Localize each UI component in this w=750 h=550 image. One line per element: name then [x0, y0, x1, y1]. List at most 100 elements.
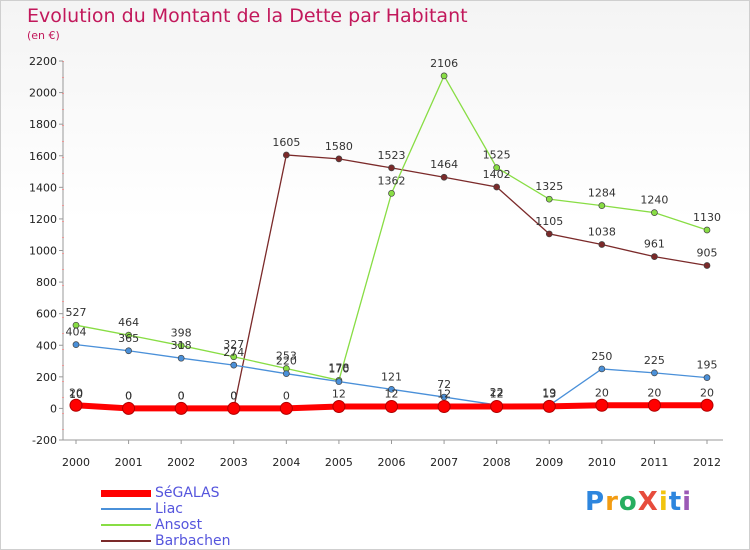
legend-item: Ansost — [101, 517, 301, 533]
data-point — [703, 374, 711, 381]
data-label: 20 — [647, 386, 661, 399]
data-label: 13 — [542, 387, 556, 400]
legend-label: Barbachen — [155, 533, 231, 549]
data-label: 20 — [700, 386, 714, 399]
data-point — [440, 72, 448, 80]
logo-letter: o — [618, 487, 638, 517]
data-point — [595, 398, 609, 412]
data-point — [230, 361, 238, 369]
data-point — [651, 253, 658, 261]
y-tick-label: 1400 — [29, 181, 57, 194]
data-point — [279, 401, 293, 415]
data-label: 1464 — [430, 158, 458, 171]
y-tick-label: 1800 — [29, 118, 57, 131]
x-tick-label: 2008 — [483, 456, 511, 469]
data-label: 12 — [332, 388, 346, 401]
y-tick-label: 1600 — [29, 150, 57, 163]
series-2 — [72, 72, 711, 384]
data-label: 1325 — [535, 180, 563, 193]
data-label: 253 — [276, 349, 297, 362]
data-point — [651, 369, 658, 377]
data-point — [177, 354, 185, 362]
legend-swatch — [101, 540, 151, 542]
data-point — [545, 230, 553, 238]
data-label: 318 — [171, 339, 192, 352]
data-point — [335, 155, 343, 163]
data-labels: 20 0 0 0 0 12 12 12 12 13 20 20 20 404 365 318 274 220 170… — [66, 57, 722, 403]
data-label: 1362 — [378, 174, 406, 187]
logo-letter: i — [658, 487, 669, 517]
data-point — [227, 401, 241, 415]
data-point — [700, 398, 714, 412]
data-label: 0 — [178, 389, 185, 402]
y-tick-label: 2000 — [29, 87, 57, 100]
data-label: 527 — [66, 306, 87, 319]
data-point — [174, 401, 188, 415]
data-point — [282, 151, 290, 159]
data-label: 170 — [328, 363, 349, 376]
x-tick-label: 2011 — [640, 456, 668, 469]
data-point — [440, 173, 448, 181]
y-tick-label: 400 — [36, 339, 57, 352]
data-label: 274 — [223, 346, 244, 359]
proxiti-logo: ProXiti — [585, 487, 692, 517]
data-label: 1130 — [693, 211, 721, 224]
data-point — [437, 400, 451, 414]
data-label: 1402 — [483, 168, 511, 181]
data-label: 327 — [223, 338, 244, 351]
data-point — [177, 342, 185, 349]
data-point — [545, 195, 553, 203]
legend-label: Liac — [155, 501, 183, 517]
data-label: 0 — [230, 389, 237, 402]
data-point — [598, 241, 606, 248]
data-point — [72, 341, 80, 348]
data-label: 1525 — [483, 149, 511, 162]
logo-letter: P — [585, 487, 606, 517]
y-tick-label: 2200 — [29, 55, 57, 68]
x-tick-label: 2010 — [588, 456, 616, 469]
data-point — [598, 365, 606, 373]
logo-letter: t — [668, 487, 683, 517]
data-label: 961 — [644, 238, 665, 251]
data-label: 1523 — [378, 149, 406, 162]
data-label: 0 — [283, 389, 290, 402]
data-label: 19 — [542, 386, 556, 399]
data-point — [122, 401, 136, 415]
legend-item: Barbachen — [101, 533, 301, 549]
chart-subtitle: (en €) — [27, 29, 60, 42]
x-tick-label: 2006 — [378, 456, 406, 469]
data-label: 225 — [644, 354, 665, 367]
series-0 — [69, 398, 714, 415]
x-tick-label: 2005 — [325, 456, 353, 469]
data-point — [703, 262, 711, 269]
logo-letter: i — [682, 487, 693, 517]
legend-swatch — [101, 524, 151, 526]
data-label: 1605 — [272, 136, 300, 149]
data-point — [490, 400, 504, 414]
data-point — [125, 331, 132, 339]
data-point — [72, 321, 80, 329]
data-label: 1038 — [588, 225, 616, 238]
data-label: 72 — [437, 378, 451, 391]
logo-letter: X — [637, 487, 659, 517]
y-tick-label: 600 — [36, 308, 57, 321]
data-label: 464 — [118, 316, 139, 329]
data-label: 365 — [118, 332, 139, 345]
data-point — [493, 183, 501, 191]
data-point — [385, 400, 398, 414]
x-tick-label: 2002 — [167, 456, 195, 469]
data-point — [125, 347, 132, 355]
data-point — [651, 209, 658, 216]
data-label: 20 — [69, 386, 83, 399]
logo-letter: r — [605, 487, 619, 517]
data-label: 1580 — [325, 140, 353, 153]
data-label: 404 — [66, 326, 87, 339]
x-tick-label: 2001 — [115, 456, 143, 469]
data-label: 121 — [381, 370, 402, 383]
x-tick-label: 2012 — [693, 456, 721, 469]
series-layer — [69, 72, 714, 415]
data-label: 1105 — [535, 215, 563, 228]
data-point — [703, 226, 711, 234]
data-point — [388, 385, 395, 393]
